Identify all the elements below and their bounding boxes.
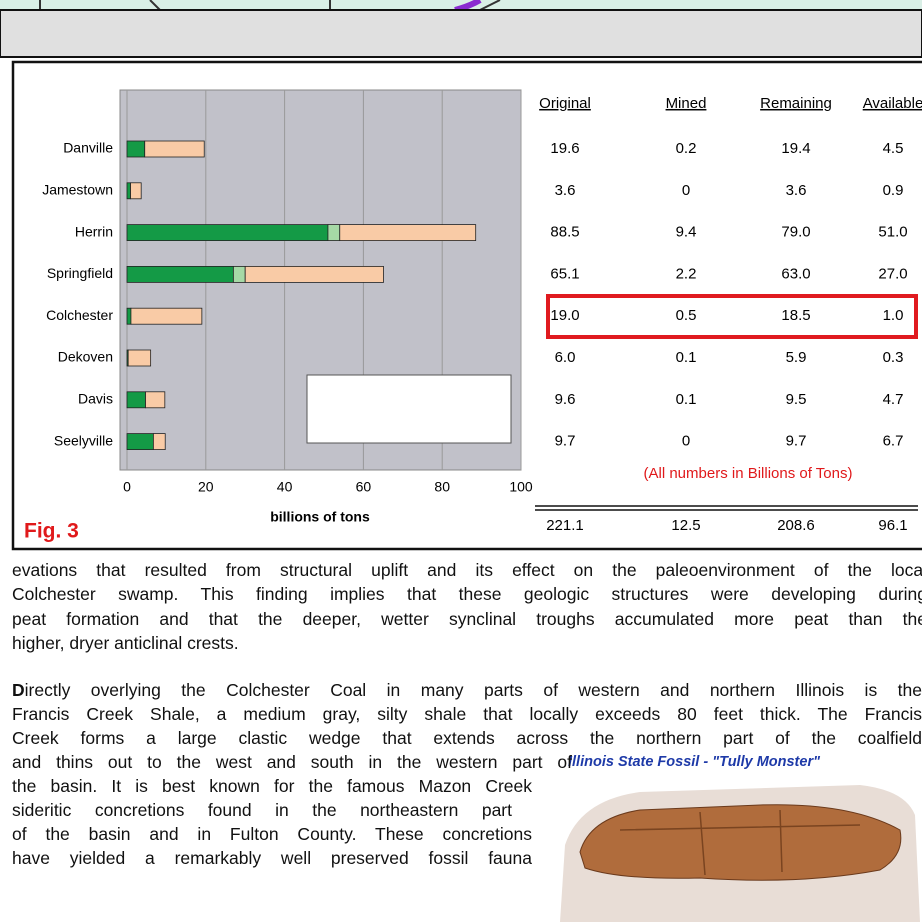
table-cell: 0.9 [883, 182, 904, 199]
bar-segment [127, 392, 146, 408]
text-line: sideritic concretions found in the north… [12, 798, 512, 822]
y-tick-label: Jamestown [42, 182, 113, 198]
table-cell: 2.2 [676, 265, 697, 282]
table-cell: 0.3 [883, 349, 904, 366]
table-cell: 6.0 [555, 349, 576, 366]
bar-segment [128, 350, 150, 366]
text-line: Colchester swamp. This finding implies t… [12, 582, 922, 606]
x-tick-label: 60 [356, 479, 372, 495]
bar-segment [233, 266, 245, 282]
bar-segment [127, 183, 131, 199]
table-cell: 0 [682, 433, 690, 450]
gray-band [0, 10, 922, 57]
table-cell: 4.7 [883, 391, 904, 408]
y-tick-label: Dekoven [58, 349, 113, 365]
legend [307, 375, 511, 443]
text: irectly overlying the Colchester Coal in… [25, 680, 922, 700]
table-cell: 65.1 [550, 265, 579, 282]
fossil [580, 805, 901, 881]
table-cell: 0.2 [676, 140, 697, 157]
text-line: Directly overlying the Colchester Coal i… [12, 678, 922, 702]
y-tick-label: Davis [78, 391, 113, 407]
table-cell: 4.5 [883, 140, 904, 157]
y-tick-label: Colchester [46, 307, 113, 323]
table-cell: 3.6 [786, 182, 807, 199]
text-line: and thins out to the west and south in t… [12, 750, 572, 774]
bar-segment [340, 225, 476, 241]
table-cell: 9.5 [786, 391, 807, 408]
text-line: the basin. It is best known for the famo… [12, 774, 532, 798]
lead-letter: D [12, 680, 25, 700]
table-cell: 9.4 [676, 224, 697, 241]
table-cell: 63.0 [781, 265, 810, 282]
figure-label: Fig. 3 [24, 520, 79, 543]
bar-segment [127, 308, 131, 324]
y-tick-label: Herrin [75, 223, 113, 239]
bar-segment [127, 225, 328, 241]
table-cell: 3.6 [555, 182, 576, 199]
table-cell: 1.0 [883, 307, 904, 324]
table-cell: 0.5 [676, 307, 697, 324]
x-tick-label: 100 [509, 479, 533, 495]
table-cell: 6.7 [883, 433, 904, 450]
table-cell: 27.0 [878, 265, 907, 282]
y-tick-label: Danville [63, 140, 113, 156]
column-header: Mined [666, 95, 707, 112]
table-cell: 79.0 [781, 224, 810, 241]
table-cell: 18.5 [781, 307, 810, 324]
total-cell: 96.1 [878, 517, 907, 534]
bar-segment [127, 266, 233, 282]
table-cell: 0.1 [676, 391, 697, 408]
y-tick-label: Seelyville [54, 432, 113, 448]
bar-segment [131, 183, 142, 199]
photo-caption: Illinois State Fossil - "Tully Monster" [568, 754, 821, 770]
bar-segment [145, 141, 204, 157]
table-cell: 5.9 [786, 349, 807, 366]
bar-segment [131, 308, 202, 324]
bar-segment [127, 141, 145, 157]
bar-segment [146, 392, 165, 408]
x-tick-label: 80 [434, 479, 450, 495]
table-note: (All numbers in Billions of Tons) [644, 465, 853, 482]
table-cell: 0.1 [676, 349, 697, 366]
page: 0 20 40 60 80 100 Danville Jamestown Herrin Sprin… [0, 0, 922, 922]
bar-segment [127, 434, 153, 450]
table-cell: 19.4 [781, 140, 810, 157]
table-cell: 19.6 [550, 140, 579, 157]
table-cell: 9.7 [786, 433, 807, 450]
table-cell: 88.5 [550, 224, 579, 241]
text-line: of the basin and in Fulton County. These… [12, 822, 532, 846]
y-tick-label: Springfield [47, 265, 113, 281]
table-cell: 9.6 [555, 391, 576, 408]
table-cell: 9.7 [555, 433, 576, 450]
text-line: evations that resulted from structural u… [12, 558, 922, 582]
table-cell: 51.0 [878, 224, 907, 241]
text-line: Francis Creek Shale, a medium gray, silt… [12, 702, 922, 726]
bar-segment [245, 266, 383, 282]
bar-segment [328, 225, 340, 241]
total-cell: 208.6 [777, 517, 815, 534]
x-tick-label: 0 [123, 479, 131, 495]
text-line: higher, dryer anticlinal crests. [12, 631, 612, 655]
text-line: peat formation and that the deeper, wett… [12, 607, 922, 631]
column-header: Available [863, 95, 922, 112]
x-tick-label: 20 [198, 479, 214, 495]
column-header: Original [539, 95, 591, 112]
total-cell: 221.1 [546, 517, 584, 534]
table-cell: 19.0 [550, 307, 579, 324]
total-cell: 12.5 [671, 517, 700, 534]
axis-title: billions of tons [270, 509, 370, 525]
column-header: Remaining [760, 95, 832, 112]
text-line: have yielded a remarkably well preserved… [12, 846, 532, 870]
fossil-photo [560, 785, 920, 922]
text-line: Creek forms a large clastic wedge that e… [12, 726, 922, 750]
bar-segment [153, 434, 165, 450]
table-cell: 0 [682, 182, 690, 199]
x-tick-label: 40 [277, 479, 293, 495]
